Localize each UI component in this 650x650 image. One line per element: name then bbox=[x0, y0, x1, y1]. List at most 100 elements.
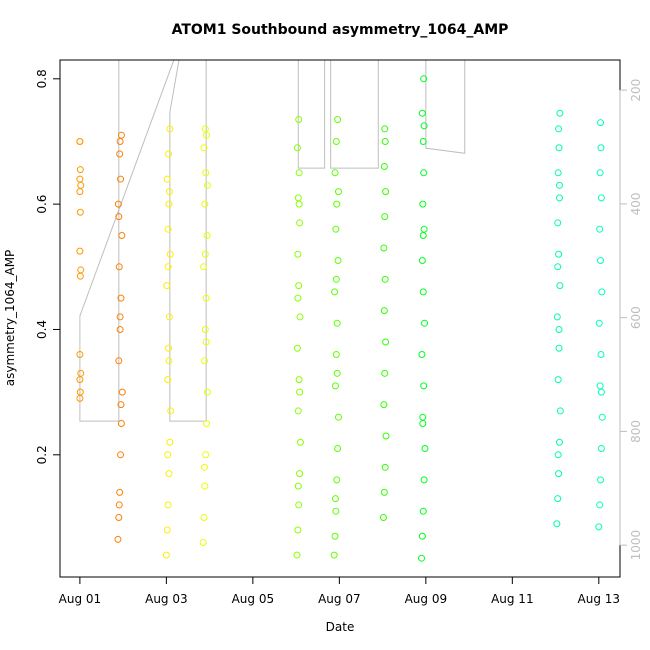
point bbox=[555, 144, 563, 152]
point bbox=[76, 137, 84, 145]
point bbox=[419, 231, 427, 239]
point bbox=[555, 438, 563, 446]
y-tick-label: 0.8 bbox=[35, 69, 49, 88]
y-tick-label: 0.6 bbox=[35, 195, 49, 214]
point bbox=[597, 257, 605, 265]
point bbox=[114, 535, 122, 543]
point bbox=[331, 532, 339, 540]
point bbox=[295, 200, 303, 208]
point bbox=[163, 526, 171, 534]
point bbox=[554, 219, 562, 227]
point bbox=[332, 225, 340, 233]
point bbox=[421, 445, 429, 453]
y2-tick-label: 600 bbox=[629, 306, 643, 329]
point bbox=[296, 470, 304, 478]
point bbox=[380, 163, 388, 171]
point bbox=[201, 250, 209, 258]
point bbox=[331, 288, 339, 296]
point bbox=[164, 225, 172, 233]
point bbox=[598, 413, 606, 421]
point bbox=[419, 200, 427, 208]
point bbox=[555, 181, 563, 189]
point bbox=[118, 388, 126, 396]
point bbox=[116, 488, 124, 496]
point bbox=[597, 445, 605, 453]
point bbox=[333, 476, 341, 484]
point bbox=[380, 307, 388, 315]
point bbox=[332, 351, 340, 359]
y-tick-label: 0.2 bbox=[35, 445, 49, 464]
point bbox=[597, 476, 605, 484]
point bbox=[418, 257, 426, 265]
point bbox=[202, 338, 210, 346]
point bbox=[596, 169, 604, 177]
point bbox=[77, 266, 85, 274]
point bbox=[381, 369, 389, 377]
point bbox=[332, 137, 340, 145]
point bbox=[554, 263, 562, 271]
point bbox=[331, 382, 339, 390]
point bbox=[115, 501, 123, 509]
point bbox=[555, 470, 563, 478]
point bbox=[330, 551, 338, 559]
point bbox=[554, 451, 562, 459]
point bbox=[203, 231, 211, 239]
point bbox=[382, 338, 390, 346]
x-tick-label: Aug 05 bbox=[232, 592, 275, 606]
point bbox=[163, 282, 171, 290]
point bbox=[165, 357, 173, 365]
point bbox=[76, 394, 84, 402]
point bbox=[77, 181, 85, 189]
x-tick-label: Aug 03 bbox=[145, 592, 188, 606]
point bbox=[76, 351, 84, 359]
point bbox=[203, 131, 211, 139]
point bbox=[165, 200, 173, 208]
point bbox=[117, 451, 125, 459]
point bbox=[381, 463, 389, 471]
x-tick-label: Aug 11 bbox=[491, 592, 534, 606]
point bbox=[202, 169, 210, 177]
point bbox=[554, 376, 562, 384]
point bbox=[555, 250, 563, 258]
x-tick-label: Aug 07 bbox=[318, 592, 361, 606]
point bbox=[294, 250, 302, 258]
point bbox=[293, 144, 301, 152]
point bbox=[331, 169, 339, 177]
point bbox=[294, 526, 302, 534]
point bbox=[597, 388, 605, 396]
point bbox=[114, 200, 122, 208]
point bbox=[380, 244, 388, 252]
point bbox=[295, 501, 303, 509]
point bbox=[117, 401, 125, 409]
point bbox=[420, 476, 428, 484]
point bbox=[164, 451, 172, 459]
point bbox=[203, 419, 211, 427]
point bbox=[201, 482, 209, 490]
point bbox=[419, 137, 427, 145]
y-axis-label: asymmetry_1064_AMP bbox=[3, 250, 17, 387]
point bbox=[555, 194, 563, 202]
x-tick-label: Aug 13 bbox=[578, 592, 621, 606]
point bbox=[294, 482, 302, 490]
point bbox=[420, 75, 428, 83]
point bbox=[295, 116, 303, 124]
point bbox=[420, 169, 428, 177]
y-tick-label: 0.4 bbox=[35, 320, 49, 339]
point bbox=[553, 313, 561, 321]
point bbox=[76, 376, 84, 384]
point bbox=[117, 294, 125, 302]
point bbox=[421, 319, 429, 327]
point bbox=[200, 263, 208, 271]
point bbox=[296, 438, 304, 446]
point bbox=[420, 382, 428, 390]
point bbox=[203, 181, 211, 189]
point bbox=[381, 275, 389, 283]
point bbox=[418, 109, 426, 117]
point bbox=[295, 376, 303, 384]
point bbox=[554, 169, 562, 177]
point bbox=[418, 351, 426, 359]
point bbox=[382, 188, 390, 196]
point bbox=[420, 225, 428, 233]
chart-title: ATOM1 Southbound asymmetry_1064_AMP bbox=[172, 22, 509, 38]
